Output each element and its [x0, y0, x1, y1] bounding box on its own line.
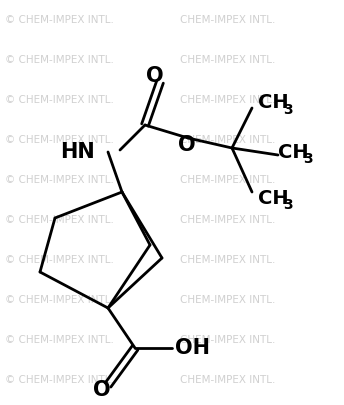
Text: CHEM-IMPEX INTL.: CHEM-IMPEX INTL. [180, 375, 276, 385]
Text: 3: 3 [283, 198, 293, 212]
Text: CHEM-IMPEX INTL.: CHEM-IMPEX INTL. [180, 95, 276, 105]
Text: © CHEM-IMPEX INTL.: © CHEM-IMPEX INTL. [5, 175, 114, 185]
Text: CHEM-IMPEX INTL.: CHEM-IMPEX INTL. [180, 175, 276, 185]
Text: OH: OH [175, 338, 210, 358]
Text: © CHEM-IMPEX INTL.: © CHEM-IMPEX INTL. [5, 55, 114, 65]
Text: CHEM-IMPEX INTL.: CHEM-IMPEX INTL. [180, 135, 276, 145]
Text: CH: CH [258, 188, 289, 207]
Text: CHEM-IMPEX INTL.: CHEM-IMPEX INTL. [180, 295, 276, 305]
Text: 3: 3 [283, 103, 293, 117]
Text: O: O [178, 135, 196, 155]
Text: CH: CH [278, 143, 309, 162]
Text: CHEM-IMPEX INTL.: CHEM-IMPEX INTL. [180, 335, 276, 345]
Text: © CHEM-IMPEX INTL.: © CHEM-IMPEX INTL. [5, 335, 114, 345]
Text: © CHEM-IMPEX INTL.: © CHEM-IMPEX INTL. [5, 215, 114, 225]
Text: © CHEM-IMPEX INTL.: © CHEM-IMPEX INTL. [5, 255, 114, 265]
Text: 3: 3 [303, 152, 313, 166]
Text: HN: HN [60, 142, 95, 162]
Text: O: O [146, 66, 164, 86]
Text: CHEM-IMPEX INTL.: CHEM-IMPEX INTL. [180, 215, 276, 225]
Text: CHEM-IMPEX INTL.: CHEM-IMPEX INTL. [180, 55, 276, 65]
Text: © CHEM-IMPEX INTL.: © CHEM-IMPEX INTL. [5, 375, 114, 385]
Text: CHEM-IMPEX INTL.: CHEM-IMPEX INTL. [180, 255, 276, 265]
Text: © CHEM-IMPEX INTL.: © CHEM-IMPEX INTL. [5, 295, 114, 305]
Text: © CHEM-IMPEX INTL.: © CHEM-IMPEX INTL. [5, 15, 114, 25]
Text: CH: CH [258, 94, 289, 113]
Text: CHEM-IMPEX INTL.: CHEM-IMPEX INTL. [180, 15, 276, 25]
Text: © CHEM-IMPEX INTL.: © CHEM-IMPEX INTL. [5, 95, 114, 105]
Text: O: O [93, 380, 111, 400]
Text: © CHEM-IMPEX INTL.: © CHEM-IMPEX INTL. [5, 135, 114, 145]
